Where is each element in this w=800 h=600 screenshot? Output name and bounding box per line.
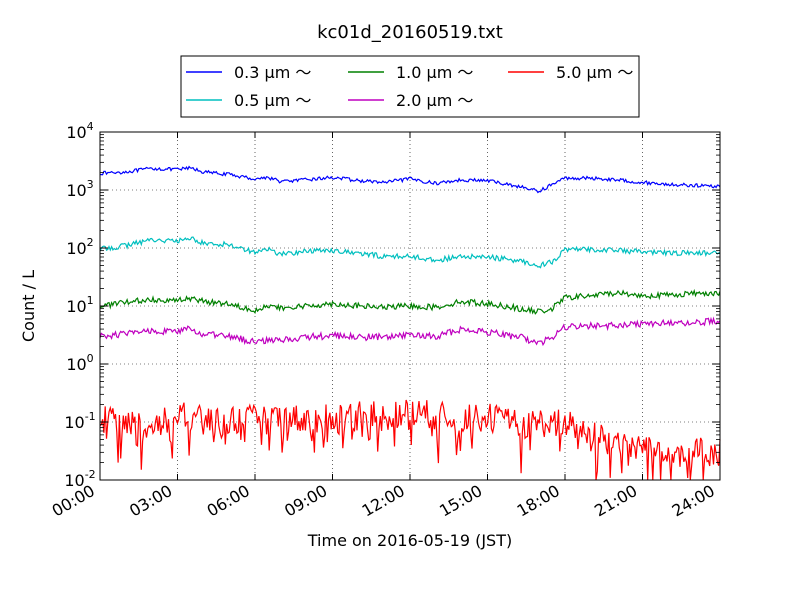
x-tick-label: 06:00 <box>204 481 253 521</box>
grid-lines <box>100 132 720 480</box>
series-line <box>99 165 721 194</box>
y-tick-label: 104 <box>66 120 93 142</box>
x-tick-label: 24:00 <box>669 481 718 521</box>
legend-label: 5.0 μm ～ <box>556 63 633 82</box>
legend-label: 2.0 μm ～ <box>396 91 473 110</box>
series-line <box>99 399 721 481</box>
chart-title: kc01d_20160519.txt <box>317 22 503 43</box>
x-tick-label: 09:00 <box>281 481 330 521</box>
series-line <box>99 236 721 269</box>
y-tick-label: 10-1 <box>64 410 95 432</box>
x-axis-label: Time on 2016-05-19 (JST) <box>307 531 512 550</box>
y-tick-label: 100 <box>66 352 93 374</box>
legend-label: 0.5 μm ～ <box>234 91 311 110</box>
y-tick-label: 10-2 <box>64 468 95 490</box>
legend-label: 1.0 μm ～ <box>396 63 473 82</box>
legend: 0.3 μm ～ 0.5 μm ～ 1.0 μm ～ 2.0 μm ～ 5.0 μm ～ <box>180 55 640 118</box>
x-tick-label: 15:00 <box>436 481 485 521</box>
x-tick-label: 21:00 <box>591 481 640 521</box>
x-tick-label: 03:00 <box>126 481 175 521</box>
x-tick-label: 18:00 <box>514 481 563 521</box>
y-tick-label: 102 <box>66 236 93 258</box>
series-line <box>99 288 721 315</box>
legend-frame <box>180 55 640 118</box>
series-layer <box>99 165 721 481</box>
legend-label: 0.3 μm ～ <box>234 63 311 82</box>
series-line <box>99 316 721 347</box>
y-tick-label: 101 <box>66 294 93 316</box>
y-tick-label: 103 <box>66 178 93 200</box>
y-axis: 10-2 10-1 100 101 102 103 104 <box>64 120 720 490</box>
y-axis-label: Count / L <box>19 270 38 342</box>
x-tick-label: 12:00 <box>359 481 408 521</box>
